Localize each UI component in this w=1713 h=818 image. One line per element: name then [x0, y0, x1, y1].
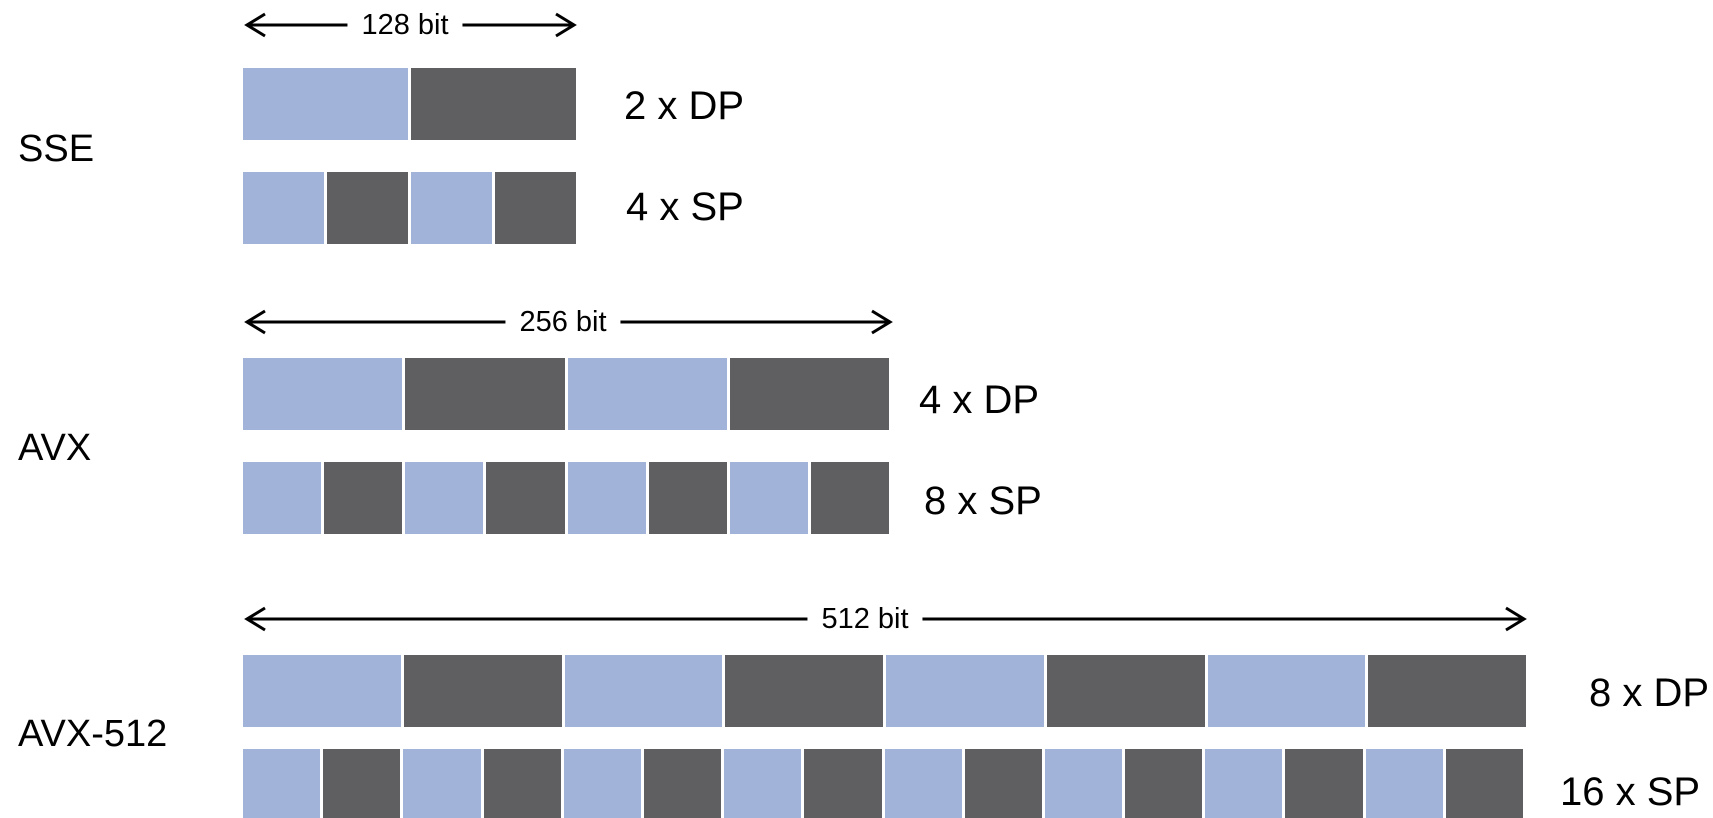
register-lane — [323, 749, 401, 818]
register-lane — [495, 172, 576, 244]
register-lane — [411, 68, 576, 140]
group-label-sse: SSE — [18, 128, 95, 170]
register-lane — [243, 462, 322, 534]
register-lane — [1125, 749, 1203, 818]
register-lane — [243, 172, 324, 244]
register-lane — [886, 655, 1044, 727]
register-lane — [567, 462, 646, 534]
register-lane — [483, 749, 561, 818]
register-lane — [1207, 655, 1366, 727]
group-label-avx-512: AVX-512 — [18, 713, 168, 755]
row-label-dp: 4 x DP — [919, 378, 1040, 422]
register-lane — [567, 358, 727, 430]
register-lane — [725, 655, 883, 727]
register-lane — [643, 749, 722, 818]
row-label-sp: 4 x SP — [626, 185, 744, 229]
register-lane — [1046, 655, 1205, 727]
register-lane — [403, 749, 481, 818]
register-lane — [1368, 655, 1526, 727]
register-lane — [1044, 749, 1123, 818]
register-row-dp — [243, 68, 576, 140]
register-lane — [411, 172, 492, 244]
register-row-sp — [243, 172, 576, 244]
register-lane — [729, 358, 889, 430]
register-lane — [648, 462, 727, 534]
register-lane — [1365, 749, 1443, 818]
group-label-avx: AVX — [18, 427, 92, 469]
register-lane — [804, 749, 882, 818]
register-lane — [564, 655, 723, 727]
width-label: 512 bit — [807, 602, 923, 636]
register-lane — [243, 749, 321, 818]
register-lane — [964, 749, 1042, 818]
row-label-sp: 8 x SP — [924, 479, 1042, 523]
row-label-dp: 8 x DP — [1589, 671, 1710, 715]
register-lane — [486, 462, 565, 534]
width-label: 128 bit — [347, 8, 463, 42]
row-label-dp: 2 x DP — [624, 84, 745, 128]
register-row-dp — [243, 655, 1526, 727]
register-lane — [563, 749, 641, 818]
register-lane — [1285, 749, 1363, 818]
register-lane — [405, 462, 484, 534]
register-row-dp — [243, 358, 889, 430]
register-row-sp — [243, 749, 1523, 818]
register-lane — [729, 462, 808, 534]
width-marker-avx: 256 bit — [243, 305, 894, 339]
width-label: 256 bit — [505, 305, 621, 339]
width-marker-sse: 128 bit — [243, 8, 578, 42]
row-label-sp: 16 x SP — [1560, 770, 1701, 814]
register-lane — [324, 462, 403, 534]
register-lane — [1445, 749, 1523, 818]
register-lane — [403, 655, 562, 727]
register-lane — [243, 655, 401, 727]
register-lane — [243, 358, 403, 430]
width-marker-avx-512: 512 bit — [243, 602, 1528, 636]
register-lane — [810, 462, 889, 534]
register-row-sp — [243, 462, 889, 534]
register-lane — [405, 358, 565, 430]
register-lane — [884, 749, 962, 818]
register-lane — [724, 749, 802, 818]
register-lane — [327, 172, 408, 244]
register-lane — [1205, 749, 1283, 818]
register-lane — [243, 68, 408, 140]
